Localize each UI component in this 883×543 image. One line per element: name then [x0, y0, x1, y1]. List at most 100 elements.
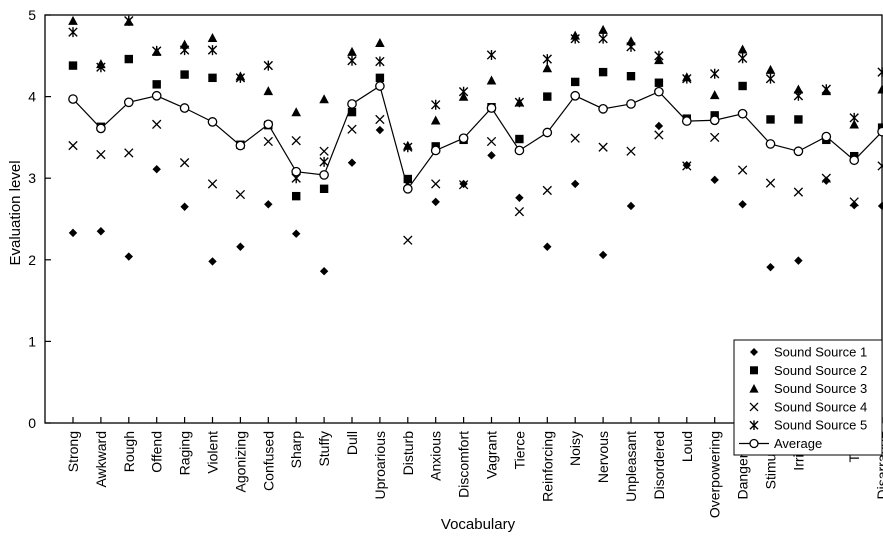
data-point — [793, 146, 804, 157]
data-point — [235, 72, 246, 83]
legend-item: Sound Source 4 — [749, 399, 867, 414]
data-point — [822, 176, 831, 185]
x-tick-label: Anxious — [428, 431, 444, 481]
data-point — [850, 200, 859, 210]
x-tick-label: Disturb — [400, 431, 416, 476]
data-point — [515, 134, 524, 144]
data-point — [319, 146, 329, 156]
data-point — [319, 184, 329, 194]
data-point — [68, 27, 78, 38]
legend: Sound Source 1 Sound Source 2 Sound Source… — [733, 339, 883, 456]
legend-marker — [750, 366, 758, 375]
legend-marker — [750, 348, 758, 356]
legend-marker — [749, 420, 759, 430]
data-point — [793, 84, 804, 94]
data-point — [709, 115, 720, 126]
data-point — [598, 142, 608, 152]
legend-item: Sound Source 1 — [750, 345, 867, 360]
legend-label: Sound Source 4 — [774, 399, 867, 414]
data-point — [179, 103, 190, 113]
data-point — [793, 187, 804, 197]
x-tick-label: Sharp — [288, 431, 304, 469]
data-point — [626, 72, 636, 81]
data-point — [458, 86, 469, 97]
data-point — [514, 97, 525, 108]
data-point — [626, 146, 636, 156]
data-point — [598, 103, 608, 114]
legend-item: Sound Source 5 — [749, 418, 867, 433]
data-point — [68, 61, 78, 70]
data-point — [347, 158, 357, 167]
data-point — [794, 115, 803, 124]
data-point — [403, 142, 413, 153]
data-point — [207, 45, 218, 56]
x-tick-label: Disordered — [651, 431, 667, 499]
data-point — [794, 256, 803, 265]
data-point — [709, 90, 720, 100]
data-point — [458, 180, 469, 190]
x-tick-label: Vagrant — [484, 431, 500, 479]
data-point — [208, 73, 217, 83]
data-point — [570, 33, 580, 44]
data-point — [654, 130, 664, 140]
data-point — [68, 94, 78, 104]
y-tick-label: 0 — [28, 415, 36, 431]
data-point — [458, 133, 469, 144]
legend-item: Sound Source 3 — [749, 381, 867, 396]
y-axis-label: Evaluation level — [7, 160, 24, 265]
data-point — [207, 117, 218, 127]
x-axis-label: Vocabulary — [441, 516, 516, 533]
legend-marker — [749, 402, 759, 412]
data-point — [292, 191, 301, 201]
data-point — [319, 156, 329, 167]
x-tick-label: Violent — [205, 431, 221, 474]
data-point — [542, 54, 552, 65]
data-point — [487, 151, 496, 160]
data-point — [682, 161, 692, 171]
y-tick-label: 4 — [28, 89, 36, 105]
x-tick-label: Agonizing — [232, 431, 248, 493]
data-point — [710, 132, 720, 143]
data-point — [263, 136, 273, 147]
y-tick-label: 3 — [28, 170, 36, 186]
x-tick-label: Rough — [121, 431, 137, 472]
data-point — [68, 15, 78, 25]
data-point — [765, 73, 776, 84]
legend-label: Sound Source 5 — [774, 418, 867, 433]
data-point — [626, 201, 636, 211]
data-point — [821, 173, 831, 183]
data-point — [710, 175, 719, 185]
series-6 — [68, 81, 883, 194]
data-point — [626, 41, 636, 52]
series-1 — [68, 121, 883, 276]
data-point — [403, 235, 413, 245]
data-point — [486, 75, 497, 85]
data-point — [292, 229, 301, 238]
data-point — [431, 179, 441, 189]
legend-label: Sound Source 3 — [774, 381, 867, 396]
data-point — [291, 166, 302, 177]
data-point — [682, 73, 692, 84]
data-point — [821, 84, 831, 95]
data-point — [291, 107, 301, 117]
legend-label: Sound Source 1 — [774, 345, 867, 360]
x-tick-label: Dull — [344, 431, 360, 455]
data-point — [543, 92, 552, 101]
data-point — [598, 33, 608, 44]
data-point — [124, 148, 134, 158]
data-point — [737, 53, 748, 64]
data-point — [96, 62, 106, 73]
data-point — [571, 179, 580, 189]
data-point — [430, 145, 441, 156]
data-point — [654, 50, 664, 61]
data-point — [179, 158, 190, 168]
data-point — [431, 99, 441, 110]
data-point — [431, 197, 440, 207]
data-point — [515, 193, 524, 202]
series-4 — [68, 114, 883, 245]
x-tick-label: Overpowering — [707, 431, 723, 518]
data-point — [430, 115, 441, 125]
average-line — [72, 85, 883, 191]
